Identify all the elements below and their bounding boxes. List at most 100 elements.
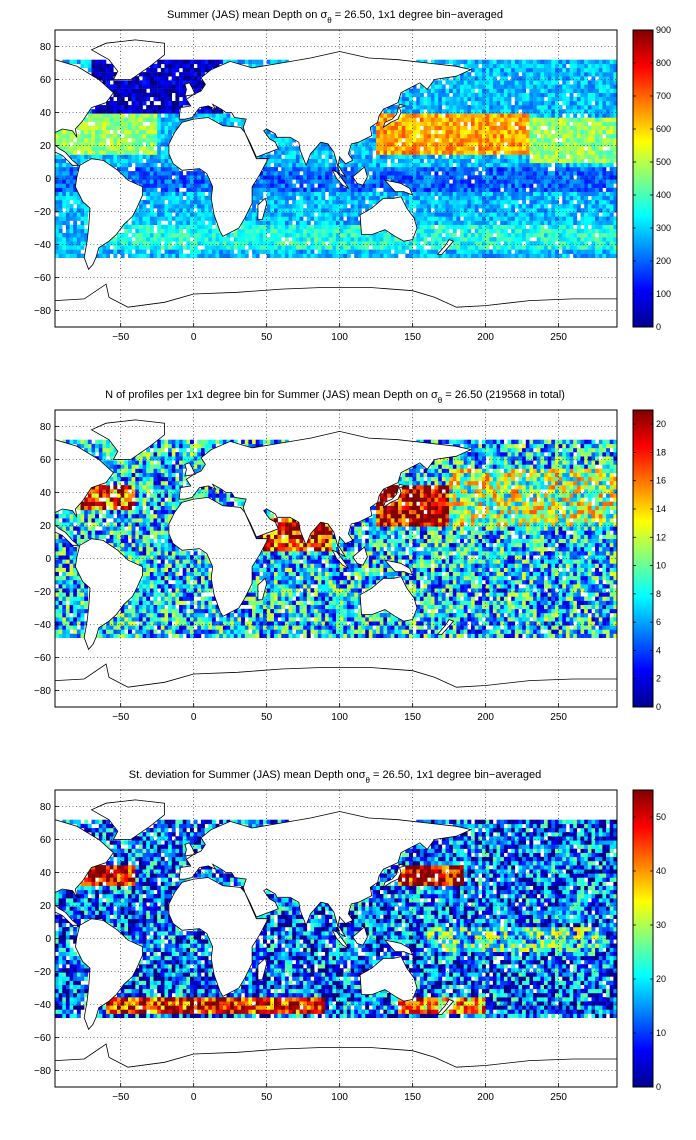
heat-cell — [135, 92, 140, 98]
heat-cell — [434, 84, 439, 89]
heat-cell — [463, 158, 468, 164]
heat-cell — [562, 101, 567, 106]
heat-cell — [317, 154, 322, 159]
heat-cell — [135, 212, 140, 217]
heat-cell — [197, 195, 202, 201]
heat-cell — [419, 220, 424, 225]
heat-cell — [409, 183, 413, 188]
heat-cell — [573, 179, 578, 184]
heat-cell — [562, 245, 567, 250]
heat-cell — [540, 241, 545, 246]
heat-cell — [138, 179, 143, 184]
heat-cell — [584, 179, 589, 184]
heat-cell — [467, 216, 472, 221]
heat-cell — [518, 191, 523, 197]
heat-cell — [55, 224, 59, 230]
heat-cell — [485, 96, 490, 102]
heat-cell — [452, 208, 457, 213]
heat-cell — [511, 204, 516, 209]
heat-cell — [503, 216, 508, 221]
heat-cell — [274, 253, 278, 258]
heat-cell — [219, 253, 224, 258]
heat-cell — [522, 101, 526, 106]
heat-cell — [555, 109, 559, 114]
heat-cell — [558, 241, 563, 246]
heat-cell — [551, 224, 556, 230]
heat-cell — [354, 162, 359, 168]
heat-cell — [409, 162, 413, 168]
heat-cell — [109, 158, 114, 164]
heat-cell — [489, 187, 494, 192]
heat-cell — [602, 72, 607, 77]
heat-cell — [456, 212, 461, 217]
heat-cell — [339, 199, 344, 205]
heat-cell — [73, 199, 78, 205]
heat-cell — [376, 162, 380, 168]
heat-cell — [295, 249, 300, 254]
heat-cell — [441, 241, 446, 246]
heat-cell — [168, 129, 172, 135]
heat-cell — [613, 76, 617, 81]
heat-cell — [62, 138, 67, 143]
heat-cell — [270, 187, 275, 192]
heat-cell — [602, 125, 607, 131]
heat-cell — [438, 109, 443, 114]
heat-cell — [580, 113, 585, 118]
heat-cell — [474, 199, 479, 205]
heat-cell — [496, 67, 501, 73]
heat-cell — [284, 245, 289, 250]
heat-cell — [478, 125, 483, 131]
heat-cell — [471, 113, 475, 118]
heat-cell — [343, 233, 348, 238]
heat-cell — [146, 138, 151, 143]
heat-cell — [142, 76, 147, 81]
heat-cell — [449, 183, 453, 188]
heat-cell — [445, 96, 450, 102]
heat-cell — [131, 96, 136, 102]
heat-cell — [518, 76, 523, 81]
heat-cell — [186, 187, 191, 192]
heat-cell — [190, 195, 194, 201]
heat-cell — [252, 237, 256, 242]
heat-cell — [87, 138, 92, 143]
heat-cell — [507, 241, 512, 246]
heat-cell — [500, 249, 505, 254]
heat-cell — [602, 237, 607, 242]
heat-cell — [157, 175, 162, 180]
heat-cell — [445, 76, 450, 81]
heat-cell — [266, 228, 271, 234]
heat-cell — [434, 101, 439, 106]
heat-cell — [456, 253, 461, 258]
heat-cell — [544, 154, 548, 159]
heat-cell — [354, 249, 359, 254]
heat-cell — [62, 129, 67, 135]
heat-cell — [120, 96, 125, 102]
heat-cell — [368, 142, 373, 147]
heat-cell — [609, 224, 614, 230]
heat-cell — [438, 228, 443, 234]
heat-cell — [478, 162, 483, 168]
heat-cell — [117, 146, 121, 151]
heat-cell — [584, 109, 589, 114]
heat-cell — [58, 199, 63, 205]
heat-cell — [584, 133, 589, 139]
heat-cell — [544, 228, 548, 234]
heat-cell — [124, 129, 129, 135]
heat-cell — [471, 233, 475, 238]
heat-cell — [423, 121, 428, 126]
heat-cell — [569, 133, 574, 139]
heat-cell — [562, 167, 567, 172]
heat-cell — [434, 228, 439, 234]
heat-cell — [69, 195, 74, 201]
heat-cell — [547, 216, 552, 221]
heat-cell — [573, 142, 578, 147]
heat-cell — [383, 138, 388, 143]
heat-cell — [175, 245, 180, 250]
heat-cell — [500, 96, 505, 102]
heat-cell — [489, 216, 494, 221]
heat-cell — [507, 59, 512, 65]
heat-cell — [343, 179, 348, 184]
heat-cell — [244, 59, 249, 65]
heat-cell — [492, 253, 497, 258]
heat-cell — [354, 220, 359, 225]
